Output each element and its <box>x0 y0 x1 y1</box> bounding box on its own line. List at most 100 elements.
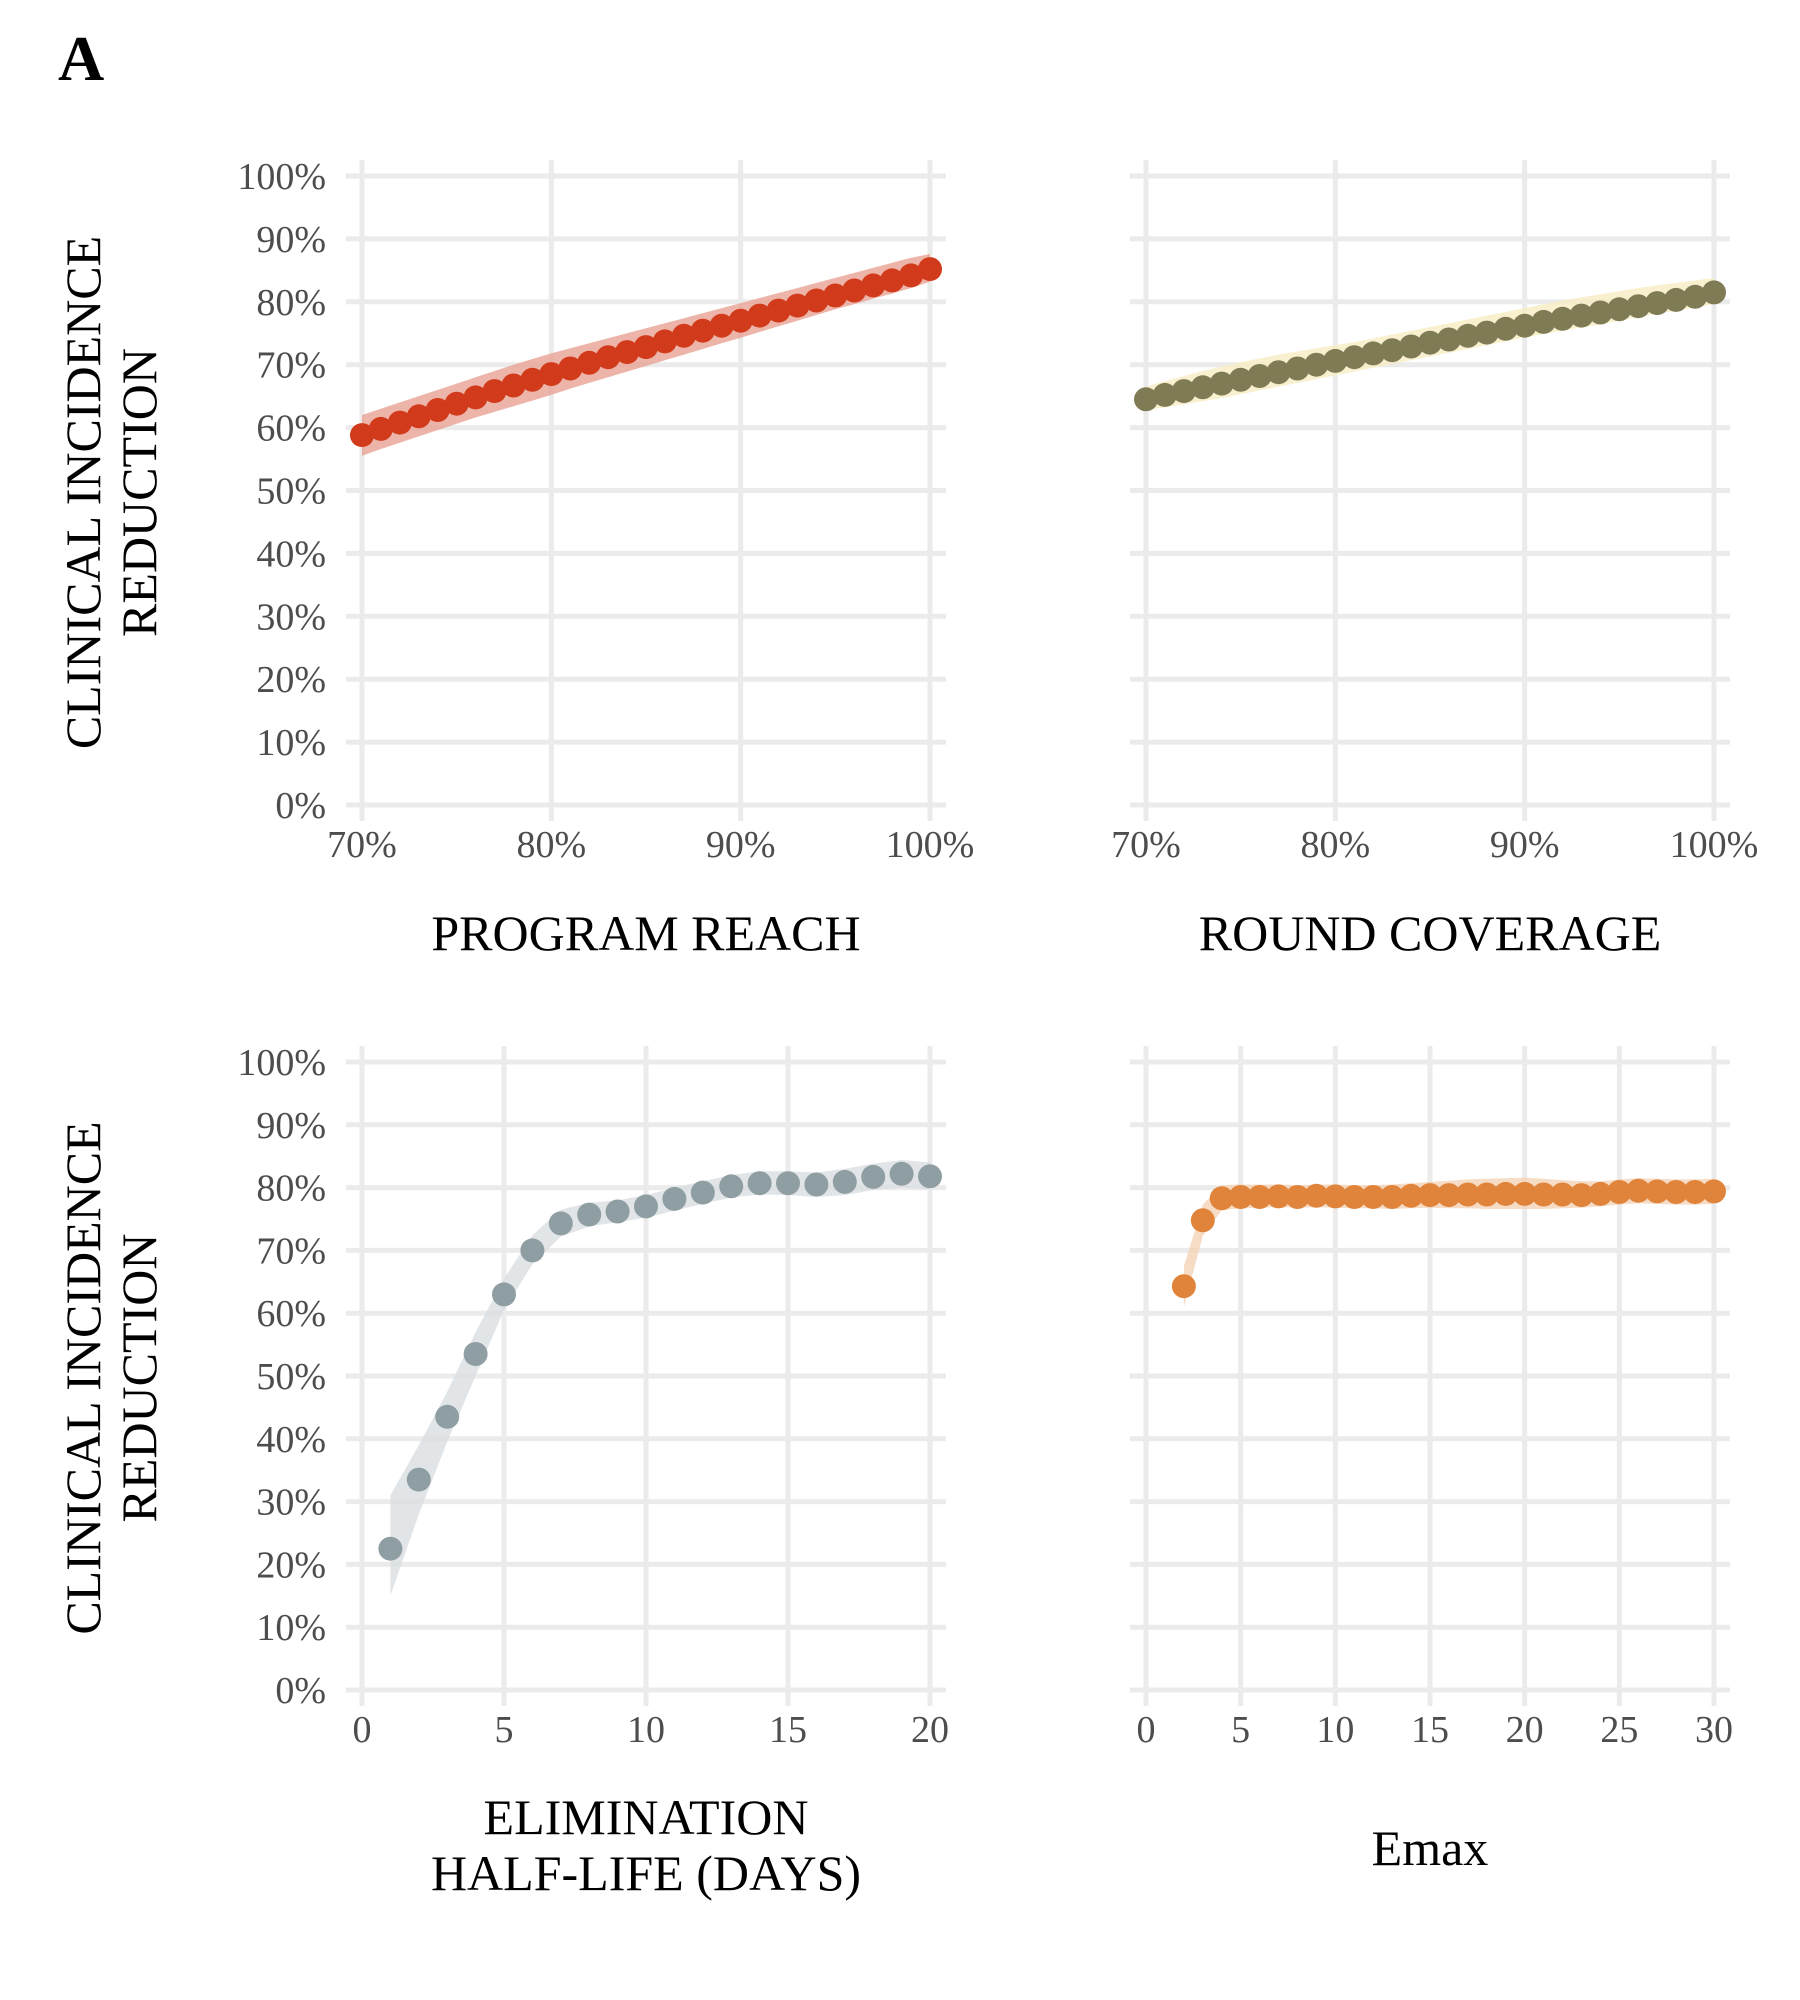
data-point <box>690 1180 715 1205</box>
y-tick-label: 30% <box>256 596 326 638</box>
data-point <box>1304 352 1329 377</box>
data-point <box>1512 313 1537 338</box>
x-tick-label: 10 <box>627 1709 665 1751</box>
data-point <box>776 1171 800 1196</box>
data-point <box>861 1164 886 1189</box>
x-tick-label: 20 <box>911 1709 949 1751</box>
x-tick-label: 70% <box>1111 824 1181 866</box>
data-point <box>861 273 886 298</box>
x-tick-label: 0 <box>1137 1709 1156 1751</box>
data-point <box>880 268 905 293</box>
y-tick-label: 80% <box>256 282 326 324</box>
data-point <box>1134 387 1158 412</box>
y-axis-title: CLINICAL INCIDENCEREDUCTION <box>55 236 167 749</box>
data-point <box>804 288 829 313</box>
data-point <box>652 329 677 354</box>
data-point <box>1399 334 1424 359</box>
x-axis-title: PROGRAM REACH <box>431 905 860 961</box>
data-point <box>1664 1180 1689 1204</box>
grid <box>346 160 946 821</box>
x-axis-title: ROUND COVERAGE <box>1199 905 1662 961</box>
data-point <box>1190 375 1215 400</box>
data-point <box>463 385 488 410</box>
data-point <box>662 1186 687 1211</box>
data-point <box>1247 1185 1272 1209</box>
data-point <box>785 293 810 318</box>
data-point <box>1436 1183 1461 1208</box>
x-axis-title: ELIMINATION HALF-LIFE (DAYS) <box>431 1789 861 1901</box>
data-point <box>889 1161 914 1186</box>
data-point <box>1512 1181 1537 1206</box>
data-point <box>1209 1186 1234 1211</box>
x-tick-label: 0 <box>353 1709 372 1751</box>
data-point <box>1645 1179 1670 1204</box>
y-tick-label: 0% <box>275 785 326 827</box>
data-point <box>1702 280 1726 305</box>
data-point <box>1531 309 1556 334</box>
y-tick-label: 80% <box>256 1168 326 1210</box>
data-point <box>501 373 526 398</box>
data-point <box>577 350 602 375</box>
data-points <box>350 257 942 448</box>
data-point <box>1645 291 1670 316</box>
data-point <box>766 298 791 323</box>
data-point <box>1474 1182 1499 1207</box>
data-point <box>1304 1183 1329 1208</box>
y-tick-label: 70% <box>256 345 326 387</box>
data-point <box>1588 300 1613 325</box>
data-point <box>804 1172 829 1197</box>
chart-elimination-half-life: 0 5 10 15 20 0% 10% 20% 30% 40% 50% 60% 70% 80% 90% 100… <box>55 1042 949 1901</box>
x-tick-label: 15 <box>1411 1709 1449 1751</box>
data-point <box>634 1194 658 1219</box>
data-point <box>832 1169 857 1194</box>
data-points <box>1171 1178 1726 1299</box>
data-point <box>1323 348 1348 373</box>
grid <box>1130 160 1730 821</box>
data-point <box>463 1342 488 1366</box>
data-point <box>1493 1181 1518 1206</box>
data-point <box>1323 1184 1348 1209</box>
data-point <box>1342 1185 1367 1209</box>
y-tick-label: 20% <box>256 659 326 701</box>
data-point <box>596 345 621 370</box>
grid <box>346 1046 946 1706</box>
data-point <box>709 313 734 338</box>
x-axis-title: Emax <box>1372 1820 1489 1876</box>
y-tick-label: 30% <box>256 1482 326 1524</box>
data-point <box>1455 1182 1480 1207</box>
chart-round-coverage: 70% 80% 90% 100%ROUND COVERAGE <box>1111 160 1758 961</box>
data-point <box>747 303 772 328</box>
data-point <box>520 1238 545 1263</box>
panels: 70% 80% 90% 100%0%10%20%30%40%50%60%70%80%9… <box>55 156 1758 1901</box>
data-point <box>1626 1178 1651 1203</box>
x-tick-label: 30 <box>1695 1709 1733 1751</box>
y-tick-label: 90% <box>256 1105 326 1147</box>
data-point <box>1152 382 1177 407</box>
data-point <box>690 318 715 343</box>
y-tick-label: 100% <box>237 1042 326 1084</box>
data-point <box>1664 287 1689 312</box>
data-point <box>1266 360 1291 385</box>
y-tick-label: 50% <box>256 1356 326 1398</box>
data-point <box>747 1171 772 1196</box>
data-points <box>1134 280 1726 412</box>
data-point <box>444 391 469 416</box>
x-tick-label: 100% <box>1670 824 1759 866</box>
x-tick-label: 25 <box>1600 1709 1638 1751</box>
data-point <box>558 356 583 381</box>
data-point <box>1380 338 1405 363</box>
data-point <box>1550 306 1575 331</box>
x-tick-label: 80% <box>1301 824 1371 866</box>
data-point <box>1380 1185 1405 1209</box>
data-point <box>425 398 450 422</box>
data-point <box>1190 1208 1215 1233</box>
data-point <box>1266 1184 1291 1209</box>
data-point <box>1209 371 1234 396</box>
data-point <box>387 410 412 435</box>
x-tick-label: 70% <box>327 824 397 866</box>
y-tick-label: 20% <box>256 1544 326 1586</box>
data-point <box>1436 327 1461 352</box>
data-point <box>1588 1181 1613 1206</box>
data-points <box>378 1161 942 1561</box>
